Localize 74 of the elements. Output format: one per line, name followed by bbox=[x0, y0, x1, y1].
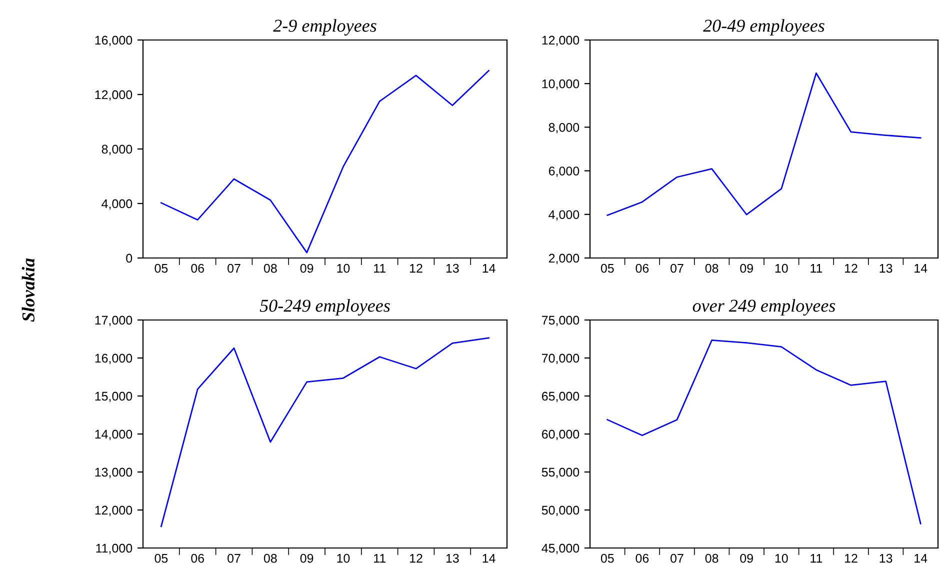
x-tick-label: 11 bbox=[374, 264, 386, 273]
x-tick-label: 10 bbox=[775, 554, 788, 563]
y-tick-label: 10,000 bbox=[542, 79, 580, 90]
x-tick-label: 05 bbox=[154, 264, 168, 273]
x-tick-label: 06 bbox=[636, 264, 649, 273]
x-tick-label: 07 bbox=[228, 554, 240, 563]
x-tick-label: 13 bbox=[446, 554, 459, 563]
line-series bbox=[606, 340, 922, 524]
y-tick-label: 4,000 bbox=[548, 210, 580, 221]
y-tick-label: 60,000 bbox=[542, 430, 580, 440]
x-tick-label: 13 bbox=[446, 264, 459, 273]
y-tick-label: 11,000 bbox=[96, 544, 132, 554]
chart-title: 20-49 employees bbox=[703, 19, 824, 36]
y-tick-label: 12,000 bbox=[95, 90, 132, 101]
x-tick-label: 14 bbox=[914, 264, 928, 273]
x-tick-label: 05 bbox=[600, 554, 614, 563]
x-tick-label: 09 bbox=[740, 264, 753, 273]
x-tick-label: 09 bbox=[300, 554, 314, 563]
x-tick-label: 05 bbox=[154, 554, 168, 563]
x-tick-label: 08 bbox=[264, 264, 277, 273]
x-tick-label: 12 bbox=[845, 554, 858, 563]
y-tick-label: 70,000 bbox=[542, 354, 580, 364]
x-tick-label: 07 bbox=[670, 264, 684, 273]
y-tick-label: 45,000 bbox=[542, 544, 580, 554]
x-tick-label: 08 bbox=[705, 554, 718, 563]
line-series bbox=[606, 72, 922, 216]
y-tick-label: 55,000 bbox=[542, 468, 580, 478]
x-tick-label: 08 bbox=[264, 554, 277, 563]
x-tick-label: 12 bbox=[410, 554, 422, 563]
y-tick-label: 17,000 bbox=[95, 316, 132, 326]
x-tick-label: 10 bbox=[337, 264, 350, 273]
x-tick-label: 14 bbox=[914, 554, 928, 563]
x-tick-label: 12 bbox=[410, 264, 422, 273]
x-tick-label: 11 bbox=[810, 554, 822, 563]
y-tick-label: 75,000 bbox=[542, 316, 580, 326]
x-tick-label: 12 bbox=[845, 264, 858, 273]
x-tick-label: 13 bbox=[880, 264, 892, 273]
y-tick-label: 15,000 bbox=[95, 392, 132, 402]
y-tick-label: 50,000 bbox=[542, 506, 580, 516]
x-tick-label: 14 bbox=[482, 554, 496, 563]
line-series bbox=[160, 337, 490, 528]
x-tick-label: 11 bbox=[374, 554, 386, 563]
line-series bbox=[160, 70, 490, 254]
chart-title: 2-9 employees bbox=[273, 19, 376, 36]
x-tick-label: 13 bbox=[880, 554, 892, 563]
x-tick-label: 09 bbox=[740, 554, 753, 563]
y-tick-label: 65,000 bbox=[542, 392, 580, 402]
chart-title: 50-249 employees bbox=[260, 299, 390, 316]
x-tick-label: 10 bbox=[337, 554, 350, 563]
y-tick-label: 6,000 bbox=[548, 166, 580, 177]
y-tick-label: 16,000 bbox=[95, 36, 132, 46]
x-tick-label: 06 bbox=[191, 264, 204, 273]
x-tick-label: 10 bbox=[775, 264, 788, 273]
y-tick-label: 8,000 bbox=[548, 123, 580, 134]
y-tick-label: 2,000 bbox=[548, 254, 580, 264]
y-tick-label: 8,000 bbox=[102, 144, 132, 156]
x-tick-label: 06 bbox=[636, 554, 649, 563]
y-tick-label: 13,000 bbox=[95, 468, 132, 478]
x-tick-label: 05 bbox=[600, 264, 614, 273]
x-tick-label: 11 bbox=[810, 264, 822, 273]
y-tick-label: 14,000 bbox=[95, 430, 132, 440]
x-tick-label: 14 bbox=[482, 264, 496, 273]
chart-title: over 249 employees bbox=[692, 299, 836, 316]
y-tick-label: 12,000 bbox=[542, 36, 580, 46]
y-tick-label: 16,000 bbox=[95, 354, 132, 364]
x-tick-label: 09 bbox=[300, 264, 314, 273]
y-tick-label: 12,000 bbox=[95, 506, 132, 516]
x-tick-label: 07 bbox=[670, 554, 684, 563]
text: Slovakia bbox=[22, 258, 35, 322]
x-tick-label: 08 bbox=[705, 264, 718, 273]
x-tick-label: 06 bbox=[191, 554, 204, 563]
y-tick-label: 4,000 bbox=[102, 199, 132, 210]
x-tick-label: 07 bbox=[228, 264, 240, 273]
y-tick-label: 0 bbox=[126, 254, 132, 263]
